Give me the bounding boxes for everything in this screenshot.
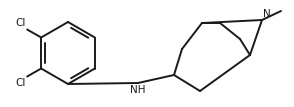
- Text: Cl: Cl: [16, 78, 26, 88]
- Text: NH: NH: [130, 85, 146, 95]
- Text: Cl: Cl: [16, 18, 26, 28]
- Text: N: N: [263, 9, 271, 19]
